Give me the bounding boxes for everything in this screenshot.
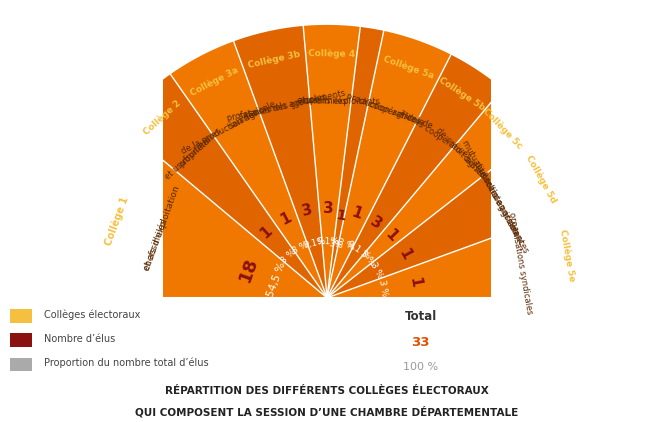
Text: 1: 1 (277, 210, 294, 228)
Text: 3 %: 3 % (336, 238, 356, 252)
Polygon shape (327, 26, 384, 298)
Text: 54,5 %: 54,5 % (266, 261, 288, 298)
Polygon shape (170, 41, 327, 298)
Text: coopératives de: coopératives de (367, 100, 434, 131)
Text: 1: 1 (382, 227, 400, 245)
Polygon shape (327, 204, 601, 298)
Text: autres coopératives: autres coopératives (398, 107, 473, 161)
Text: 3 %: 3 % (377, 279, 388, 298)
Text: Collège 5c: Collège 5c (481, 106, 525, 150)
Bar (10, 358, 31, 371)
Text: 9,1%: 9,1% (317, 237, 339, 246)
Text: QUI COMPOSENT LA SESSION D’UNE CHAMBRE DÉPARTEMENTALE: QUI COMPOSENT LA SESSION D’UNE CHAMBRE D… (135, 406, 519, 417)
Text: propriétaires: propriétaires (177, 126, 224, 169)
Text: professionnels agricoles: professionnels agricoles (226, 92, 327, 123)
Polygon shape (327, 54, 503, 298)
Text: Total: Total (404, 310, 437, 323)
Text: et assimilés: et assimilés (297, 96, 347, 106)
Text: 9,1%: 9,1% (303, 236, 327, 249)
Text: Proportion du nombre total d’élus: Proportion du nombre total d’élus (44, 358, 209, 368)
Text: 1: 1 (396, 246, 414, 263)
Polygon shape (53, 122, 327, 298)
Text: et assimilés: et assimilés (143, 218, 169, 272)
Text: 33: 33 (411, 336, 430, 349)
Text: production agricole: production agricole (345, 92, 425, 128)
Bar (10, 333, 31, 347)
Text: 3 %: 3 % (279, 247, 298, 265)
Text: 3: 3 (368, 214, 385, 233)
Text: chefs d’exploitation: chefs d’exploitation (143, 185, 182, 272)
Text: caisses: caisses (460, 153, 488, 181)
Polygon shape (303, 24, 360, 298)
Text: 1: 1 (349, 205, 364, 222)
Text: Collège 2: Collège 2 (141, 98, 182, 137)
Text: 1: 1 (258, 223, 275, 241)
Bar (10, 309, 31, 323)
Text: 18: 18 (236, 254, 262, 284)
Text: 3 %: 3 % (368, 261, 385, 280)
Text: Collège 5a: Collège 5a (382, 54, 435, 81)
Text: mutualité sociale agricole: mutualité sociale agricole (460, 138, 521, 238)
Text: Collège 5d: Collège 5d (524, 154, 558, 205)
Text: 100 %: 100 % (403, 362, 438, 371)
Text: 3 %: 3 % (291, 240, 311, 256)
Polygon shape (327, 129, 585, 298)
Text: Collège 1: Collège 1 (103, 195, 131, 247)
Polygon shape (327, 88, 543, 298)
Text: caisses assurances: caisses assurances (483, 179, 530, 254)
Text: Collège 3a: Collège 3a (188, 65, 240, 98)
Text: salariés des groupements: salariés des groupements (238, 88, 347, 121)
Text: RÉPARTITION DES DIFFÉRENTS COLLÈGES ÉLECTORAUX: RÉPARTITION DES DIFFÉRENTS COLLÈGES ÉLEC… (165, 386, 489, 396)
Polygon shape (117, 73, 327, 298)
Text: 9,1 %: 9,1 % (345, 240, 371, 262)
Text: anciens exploitants: anciens exploitants (298, 96, 379, 107)
Text: Collège 4: Collège 4 (307, 49, 355, 59)
Text: Collège 5e: Collège 5e (559, 228, 577, 282)
Text: de la production agricole: de la production agricole (181, 99, 278, 156)
Text: 3%: 3% (328, 239, 344, 251)
Polygon shape (233, 25, 327, 298)
Text: organisations syndicales: organisations syndicales (508, 212, 534, 316)
Text: Collèges électoraux: Collèges électoraux (44, 309, 141, 320)
Text: et usufruitiers: et usufruitiers (164, 135, 213, 182)
Text: Collège 3b: Collège 3b (247, 49, 301, 70)
Text: 1: 1 (335, 208, 347, 223)
Polygon shape (327, 30, 451, 298)
Text: mutuelles agricoles et: mutuelles agricoles et (472, 160, 526, 246)
Text: de crédit agricole: de crédit agricole (434, 126, 492, 185)
Text: salariés: salariés (227, 108, 260, 131)
Text: 3: 3 (323, 201, 334, 216)
Text: Nombre d’élus: Nombre d’élus (44, 334, 116, 344)
Text: 3 %: 3 % (358, 249, 377, 268)
Text: 1: 1 (407, 276, 423, 289)
Text: Collège 5b: Collège 5b (437, 76, 487, 113)
Text: 3: 3 (301, 202, 315, 219)
